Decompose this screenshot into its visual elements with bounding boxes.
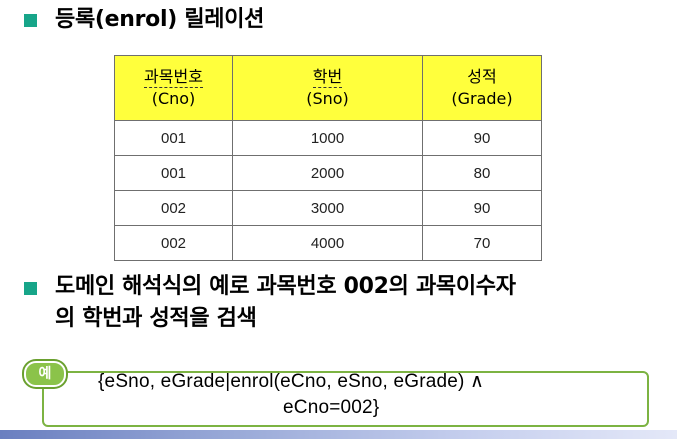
cell-grade: 90	[422, 190, 542, 226]
table-row: 002 4000 70	[114, 225, 542, 261]
cell-grade: 90	[422, 120, 542, 156]
column-header-sublabel: (Grade)	[451, 89, 513, 108]
example-box	[42, 371, 649, 427]
example-badge: 예	[24, 361, 66, 387]
cell-grade: 80	[422, 155, 542, 191]
cell-sno: 3000	[232, 190, 423, 226]
table-row: 001 1000 90	[114, 120, 542, 156]
column-header-label: 성적	[467, 67, 497, 86]
cell-sno: 2000	[232, 155, 423, 191]
cell-cno: 001	[114, 155, 233, 191]
cell-cno: 002	[114, 225, 233, 261]
table-row: 002 3000 90	[114, 190, 542, 226]
section-heading-query-line2: 의 학번과 성적을 검색	[55, 306, 257, 331]
domain-calculus-expression-line1: {eSno, eGrade|enrol(eCno, eSno, eGrade) …	[98, 371, 485, 392]
section-heading-query-line1: 도메인 해석식의 예로 과목번호 002의 과목이수자	[55, 274, 516, 299]
column-header-sublabel: (Cno)	[151, 89, 196, 108]
column-header-cno: 과목번호 (Cno)	[114, 55, 233, 121]
cell-cno: 002	[114, 190, 233, 226]
slide-footer-bar	[0, 430, 677, 439]
column-header-label: 과목번호	[144, 67, 203, 88]
cell-sno: 4000	[232, 225, 423, 261]
column-header-sno: 학번 (Sno)	[232, 55, 423, 121]
bullet-square-icon	[24, 14, 37, 27]
section-heading-enrol: 등록(enrol) 릴레이션	[55, 7, 265, 32]
cell-grade: 70	[422, 225, 542, 261]
column-header-sublabel: (Sno)	[306, 89, 349, 108]
table-header-row: 과목번호 (Cno) 학번 (Sno) 성적 (Grade)	[114, 55, 542, 121]
enrol-table: 과목번호 (Cno) 학번 (Sno) 성적 (Grade) 001 1000 …	[114, 55, 542, 261]
cell-cno: 001	[114, 120, 233, 156]
column-header-label: 학번	[312, 67, 343, 88]
domain-calculus-expression-line2: eCno=002}	[283, 397, 380, 418]
table-row: 001 2000 80	[114, 155, 542, 191]
cell-sno: 1000	[232, 120, 423, 156]
bullet-square-icon	[24, 282, 37, 295]
column-header-grade: 성적 (Grade)	[422, 55, 542, 121]
